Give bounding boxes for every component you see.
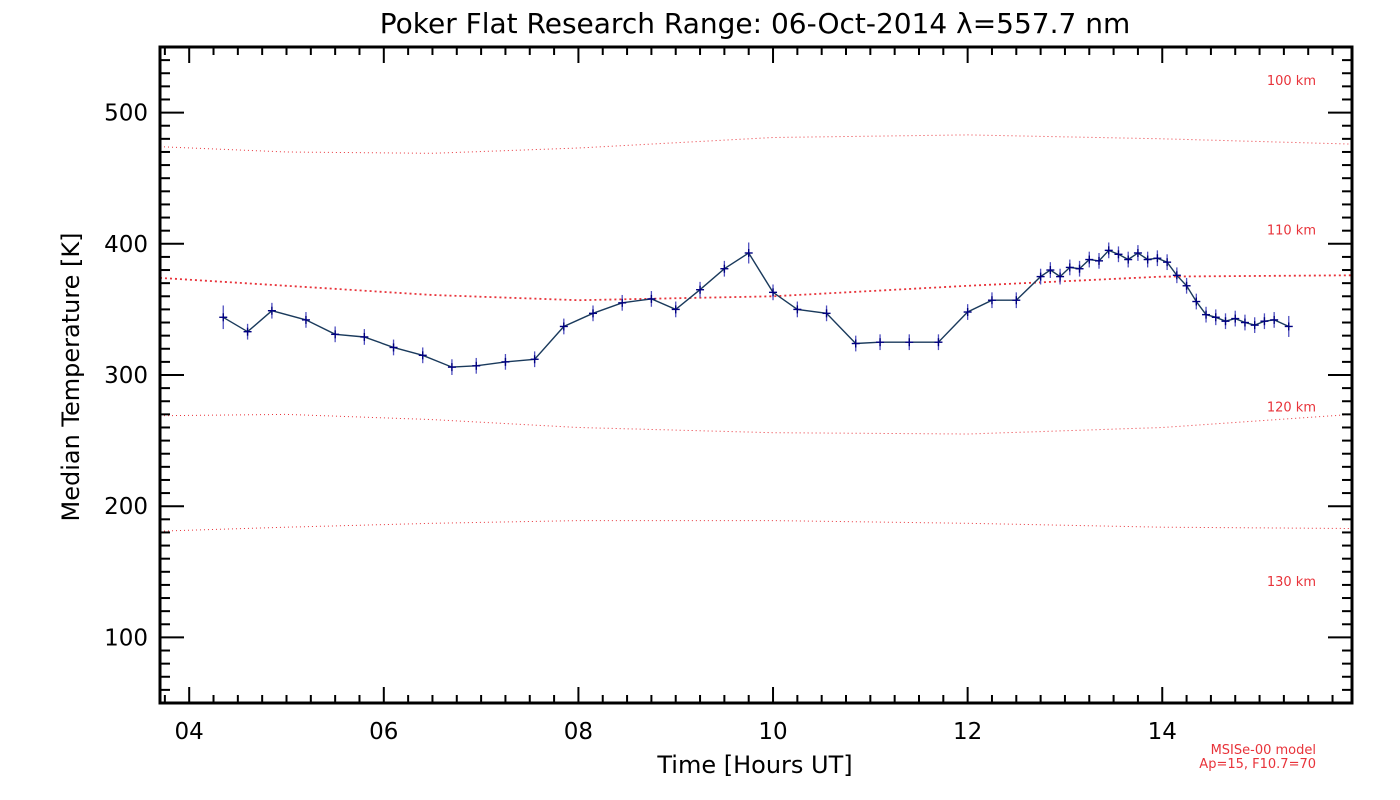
data-point <box>822 309 831 318</box>
data-point <box>647 294 656 303</box>
data-series-layer <box>219 242 1293 375</box>
data-point <box>769 288 778 297</box>
data-point <box>1163 258 1172 267</box>
data-point <box>243 327 252 336</box>
data-point <box>793 305 802 314</box>
data-point <box>589 309 598 318</box>
data-point <box>501 357 510 366</box>
data-point <box>1172 271 1181 280</box>
data-point <box>1124 255 1133 264</box>
data-point <box>905 338 914 347</box>
data-point <box>1284 322 1293 331</box>
y-tick-label: 400 <box>104 232 148 258</box>
data-point <box>1192 297 1201 306</box>
data-point <box>1182 281 1191 290</box>
x-tick-label: 10 <box>758 719 787 745</box>
chart-title: Poker Flat Research Range: 06-Oct-2014 λ… <box>380 7 1131 40</box>
model-curve-label: 130 km <box>1267 575 1316 590</box>
model-curves-layer: 130 km 120 km 110 km 100 km <box>159 74 1353 590</box>
data-point <box>447 363 456 372</box>
data-point <box>1260 317 1269 326</box>
x-tick-label: 08 <box>564 719 593 745</box>
data-point <box>472 361 481 370</box>
data-point <box>851 339 860 348</box>
data-point <box>1143 255 1152 264</box>
model-note: MSISe-00 model Ap=15, F10.7=70 <box>1199 743 1316 772</box>
data-point <box>1036 272 1045 281</box>
data-point <box>530 355 539 364</box>
model-curve-label: 120 km <box>1267 400 1316 415</box>
plot-frame <box>158 45 1354 705</box>
data-point <box>389 343 398 352</box>
data-point <box>1085 255 1094 264</box>
data-point <box>1202 310 1211 319</box>
data-point <box>1153 254 1162 263</box>
data-point <box>963 308 972 317</box>
data-point <box>301 315 310 324</box>
y-tick-label: 200 <box>104 494 148 520</box>
data-point <box>1095 256 1104 265</box>
data-point <box>1270 315 1279 324</box>
tick-labels-layer: 04 06 08 10 12 14 100 200 300 400 500 <box>104 101 1177 745</box>
x-tick-label: 06 <box>369 719 398 745</box>
model-curve-130km <box>159 134 1353 154</box>
model-curve-100km <box>159 520 1353 532</box>
data-point <box>1211 313 1220 322</box>
data-point <box>1231 314 1240 323</box>
x-axis-label: Time [Hours UT] <box>656 751 852 779</box>
data-point <box>559 322 568 331</box>
x-tick-label: 04 <box>175 719 204 745</box>
y-tick-label: 300 <box>104 363 148 389</box>
data-point <box>267 306 276 315</box>
data-point <box>1012 296 1021 305</box>
y-tick-label: 100 <box>104 625 148 651</box>
model-curve-120km <box>159 274 1353 302</box>
data-point <box>1056 272 1065 281</box>
model-curve-label: 110 km <box>1267 223 1316 238</box>
data-point <box>1104 246 1113 255</box>
data-point <box>696 285 705 294</box>
model-note-line-1: MSISe-00 model <box>1211 743 1316 758</box>
data-point <box>671 305 680 314</box>
data-point <box>360 332 369 341</box>
y-axis-label: Median Temperature [K] <box>57 232 85 521</box>
model-curve-label: 100 km <box>1267 74 1316 89</box>
data-point <box>418 351 427 360</box>
data-point <box>331 330 340 339</box>
data-point <box>1240 318 1249 327</box>
data-point <box>1250 321 1259 330</box>
data-point <box>618 298 627 307</box>
data-point <box>934 338 943 347</box>
x-tick-label: 14 <box>1148 719 1177 745</box>
data-point <box>1221 317 1230 326</box>
data-point <box>720 264 729 273</box>
data-point <box>219 313 228 322</box>
data-point <box>1075 264 1084 273</box>
y-tick-label: 500 <box>104 101 148 127</box>
x-tick-label: 12 <box>953 719 982 745</box>
data-point <box>1065 263 1074 272</box>
data-point <box>744 248 753 257</box>
axis-ticks-layer <box>160 46 1352 703</box>
data-point <box>1114 250 1123 259</box>
data-point <box>1046 266 1055 275</box>
data-point <box>1133 248 1142 257</box>
series-line <box>222 249 1290 368</box>
model-note-line-2: Ap=15, F10.7=70 <box>1199 757 1316 772</box>
data-point <box>987 296 996 305</box>
data-point <box>876 338 885 347</box>
model-curve-110km <box>159 413 1353 435</box>
